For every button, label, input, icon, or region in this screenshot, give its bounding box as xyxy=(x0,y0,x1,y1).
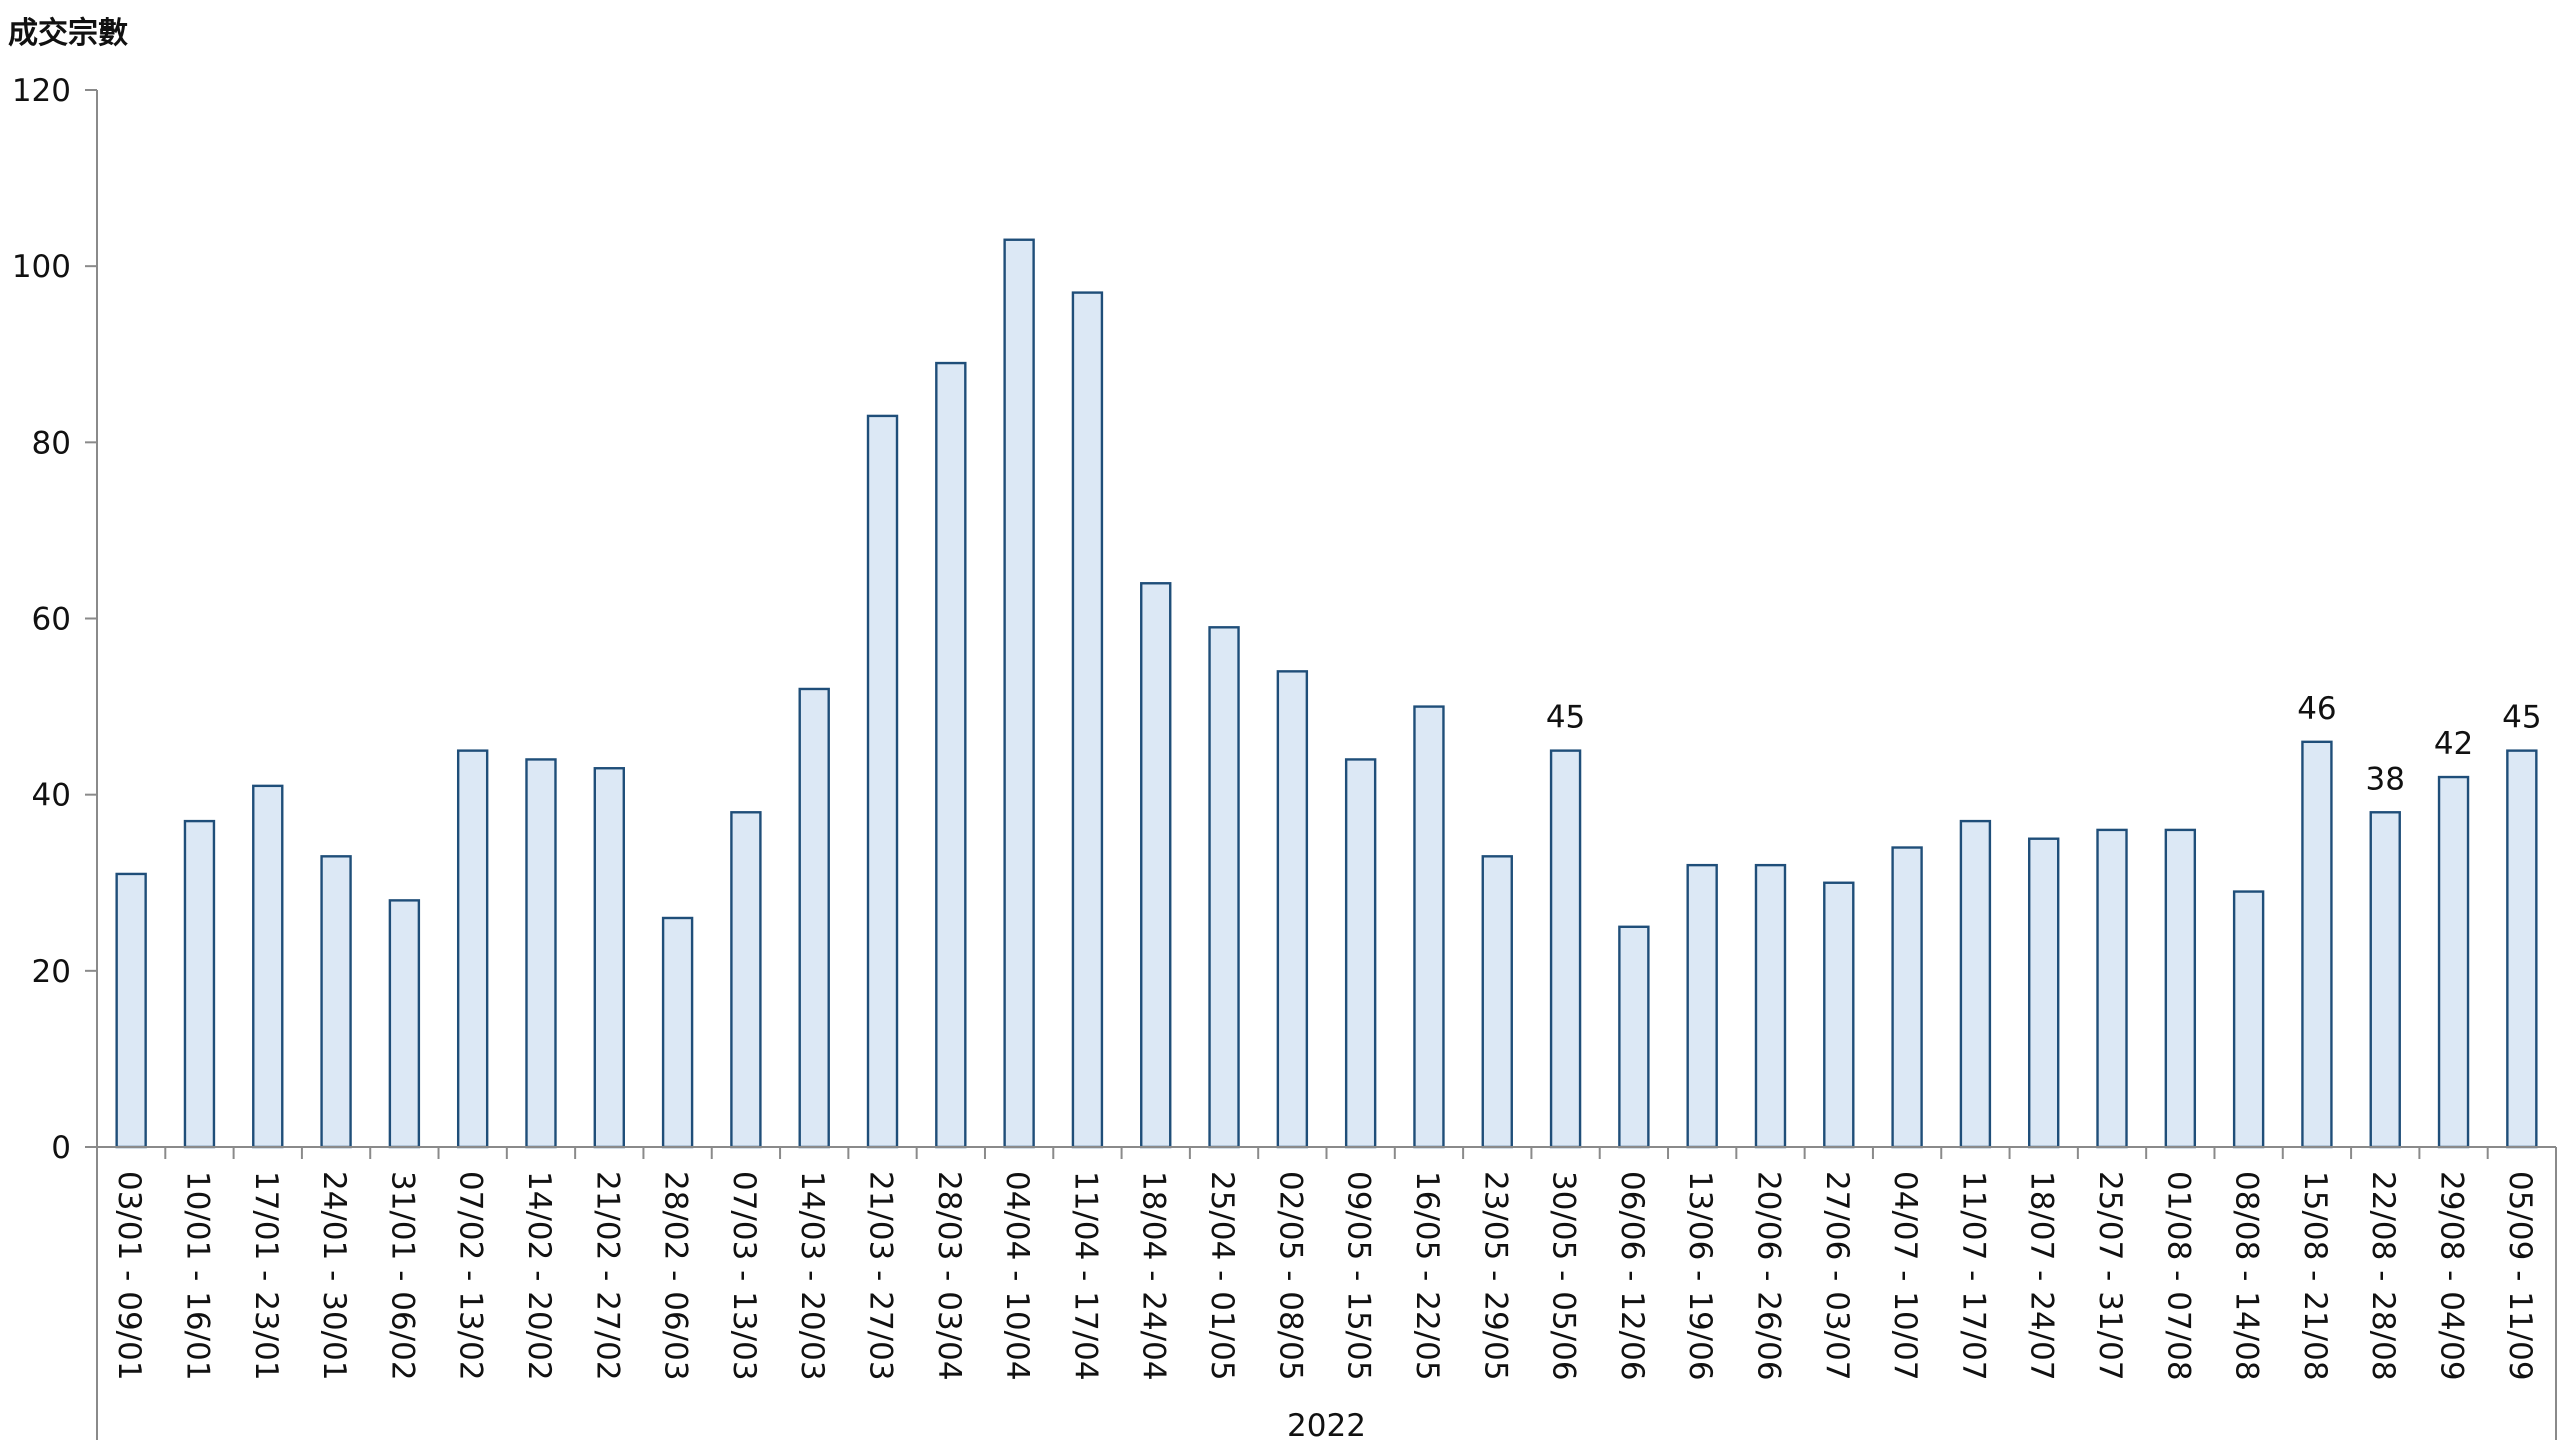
bar xyxy=(1481,855,1513,1149)
y-tick-label: 40 xyxy=(32,778,71,814)
bar xyxy=(2369,811,2401,1149)
x-tick-label: 14/02 - 20/02 xyxy=(521,1171,557,1381)
bars-group xyxy=(115,238,2538,1149)
data-labels-group: 45 46 38 42 45 xyxy=(1546,691,2542,797)
bar xyxy=(183,819,216,1149)
data-label: 46 xyxy=(2297,691,2336,727)
x-tick-label: 05/09 - 11/09 xyxy=(2502,1171,2538,1381)
y-tick-label: 60 xyxy=(32,602,71,638)
x-tick-label: 31/01 - 06/02 xyxy=(384,1171,420,1381)
bar xyxy=(1686,863,1718,1149)
y-tick-label: 120 xyxy=(12,73,71,109)
bar xyxy=(115,872,147,1149)
y-tick-label: 0 xyxy=(51,1130,71,1166)
x-tick-label: 20/06 - 26/06 xyxy=(1750,1171,1786,1381)
bar xyxy=(2164,828,2197,1149)
x-tick-label: 11/07 - 17/07 xyxy=(1955,1171,1991,1381)
x-axis-ticks: 03/01 - 09/01 10/01 - 16/01 17/01 - 23/01 2… xyxy=(96,1147,2557,1381)
x-tick-label: 29/08 - 04/09 xyxy=(2434,1171,2470,1381)
x-tick-label: 09/05 - 15/05 xyxy=(1341,1171,1377,1381)
bar xyxy=(2028,837,2060,1149)
bar xyxy=(1413,705,1445,1149)
x-tick-label: 18/04 - 24/04 xyxy=(1136,1171,1172,1381)
bar xyxy=(1754,863,1787,1149)
x-tick-label: 28/02 - 06/03 xyxy=(658,1171,694,1381)
bar xyxy=(866,414,899,1149)
bar xyxy=(2096,828,2128,1149)
x-tick-label: 07/03 - 13/03 xyxy=(726,1171,762,1381)
x-tick-label: 11/04 - 17/04 xyxy=(1067,1171,1103,1381)
y-tick-label: 20 xyxy=(32,954,71,990)
x-tick-label: 23/05 - 29/05 xyxy=(1477,1171,1513,1381)
x-tick-label: 22/08 - 28/08 xyxy=(2365,1171,2401,1381)
bar xyxy=(2301,740,2333,1149)
data-label: 45 xyxy=(2502,700,2541,736)
bar xyxy=(1891,846,1923,1149)
x-tick-label: 14/03 - 20/03 xyxy=(794,1171,830,1381)
x-tick-label: 08/08 - 14/08 xyxy=(2229,1171,2265,1381)
y-axis-title: 成交宗數 xyxy=(8,16,128,51)
x-tick-label: 30/05 - 05/06 xyxy=(1546,1171,1582,1381)
x-tick-label: 04/04 - 10/04 xyxy=(999,1171,1035,1381)
bar xyxy=(2506,749,2538,1149)
x-tick-label: 02/05 - 08/05 xyxy=(1272,1171,1308,1381)
bar xyxy=(1549,749,1582,1149)
x-tick-label: 15/08 - 21/08 xyxy=(2297,1171,2333,1381)
y-axis-ticks: 0 20 40 60 80 100 120 xyxy=(12,73,97,1166)
bar xyxy=(935,361,967,1149)
bar xyxy=(661,916,694,1149)
x-tick-label: 25/04 - 01/05 xyxy=(1204,1171,1240,1381)
bar xyxy=(2232,890,2265,1149)
y-tick-label: 80 xyxy=(32,425,71,461)
x-tick-label: 27/06 - 03/07 xyxy=(1819,1171,1855,1381)
x-tick-label: 18/07 - 24/07 xyxy=(2024,1171,2060,1381)
x-tick-label: 03/01 - 09/01 xyxy=(111,1171,147,1381)
x-tick-label: 17/01 - 23/01 xyxy=(248,1171,284,1381)
data-label: 38 xyxy=(2366,761,2405,797)
bar xyxy=(593,767,625,1149)
bar xyxy=(1003,238,1035,1149)
bar xyxy=(388,899,421,1149)
x-group-label: 2022 xyxy=(1287,1408,1366,1440)
bar xyxy=(1276,670,1309,1149)
bar xyxy=(1823,881,1855,1149)
x-tick-label: 10/01 - 16/01 xyxy=(179,1171,215,1381)
x-tick-label: 07/02 - 13/02 xyxy=(453,1171,489,1381)
bar xyxy=(1140,582,1172,1149)
bar xyxy=(320,855,352,1149)
y-tick-label: 100 xyxy=(12,249,71,285)
bar xyxy=(2437,775,2470,1149)
x-tick-label: 13/06 - 19/06 xyxy=(1682,1171,1718,1381)
x-tick-label: 06/06 - 12/06 xyxy=(1614,1171,1650,1381)
x-tick-label: 28/03 - 03/04 xyxy=(931,1171,967,1381)
x-tick-label: 04/07 - 10/07 xyxy=(1887,1171,1923,1381)
bar xyxy=(730,811,762,1149)
bar xyxy=(1208,626,1240,1149)
data-label: 42 xyxy=(2434,726,2473,762)
bar xyxy=(1618,925,1650,1149)
data-label: 45 xyxy=(1546,700,1585,736)
x-tick-label: 16/05 - 22/05 xyxy=(1409,1171,1445,1381)
bar xyxy=(252,784,284,1149)
bar xyxy=(456,749,489,1149)
x-tick-label: 01/08 - 07/08 xyxy=(2160,1171,2196,1381)
bar xyxy=(1959,819,1992,1149)
x-tick-label: 21/02 - 27/02 xyxy=(589,1171,625,1381)
bar xyxy=(1071,291,1104,1149)
bar xyxy=(798,687,830,1149)
x-tick-label: 25/07 - 31/07 xyxy=(2092,1171,2128,1381)
x-tick-label: 21/03 - 27/03 xyxy=(863,1171,899,1381)
bar xyxy=(525,758,557,1149)
bar xyxy=(1344,758,1377,1149)
x-tick-label: 24/01 - 30/01 xyxy=(316,1171,352,1381)
